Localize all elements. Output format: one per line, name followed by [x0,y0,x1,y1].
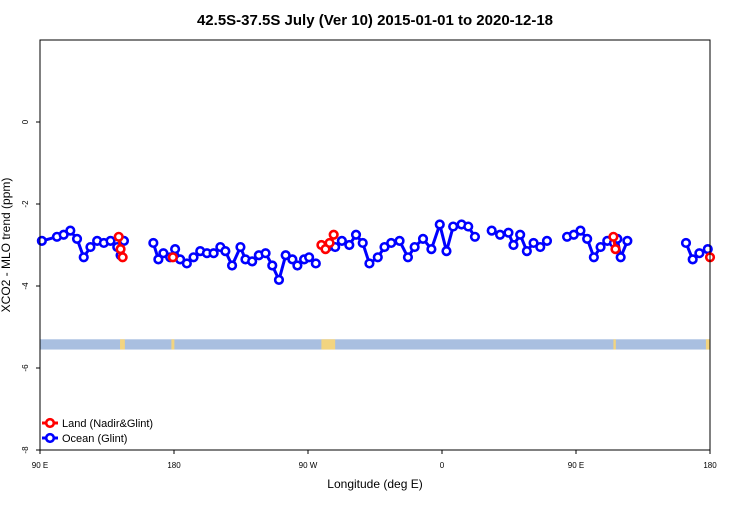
ocean-glint-data-point [575,225,586,236]
x-tick-label: 90 W [299,461,318,470]
ocean-glint-data-point [153,254,164,265]
land-nadir-glint-data-point [610,244,621,255]
x-tick-label: 90 E [32,461,48,470]
land-nadir-glint-data-point [115,244,126,255]
plot-frame [39,39,711,451]
legend-marker-ocean-glint [44,432,56,444]
y-tick-label: 0 [21,119,30,124]
x-axis-label: Longitude (deg E) [327,477,422,491]
land-nadir-glint-data-point [117,252,128,263]
ocean-glint-data-point [188,252,199,263]
ocean-glint-data-point [508,239,519,251]
ocean-glint-data-point [208,248,219,259]
ocean-glint-data-point [65,225,76,236]
ocean-glint-data-point [521,246,532,257]
land-mask-patch [705,339,710,350]
ocean-glint-data-point [448,221,459,232]
legend-label-ocean-glint: Ocean (Glint) [62,433,127,445]
ocean-glint-data-point [409,241,420,253]
ocean-glint-data-point [304,252,315,263]
ocean-glint-data-point [36,235,47,246]
land-nadir-glint-data-point [324,237,335,249]
ocean-glint-data-point [494,229,506,240]
ocean-glint-data-point [463,221,474,232]
legend-label-land-nadir-glint: Land (Nadir&Glint) [62,418,153,430]
ocean-glint-data-point [394,235,405,246]
ocean-glint-data-point [78,252,89,263]
ocean-glint-data-point [441,246,452,257]
ocean-glint-data-point [357,237,368,249]
ocean-glint-data-point [235,241,246,253]
ocean-glint-data-point [181,258,192,269]
ocean-glint-data-point [71,233,83,244]
ocean-glint-data-point [336,235,347,246]
ocean-glint-data-point [85,241,96,253]
land-nadir-glint-data-point [113,231,124,242]
ocean-glint-data-point [273,274,285,285]
land-mask-patch [321,339,336,350]
y-tick-label: -4 [21,282,30,290]
ocean-glint-data-point [247,256,258,267]
y-tick-label: -6 [21,364,30,372]
ocean-glint-data-point [267,260,278,271]
ocean-glint-data-point [260,248,271,259]
y-axis-label: XCO2 - MLO trend (ppm) [0,178,13,313]
ocean-glint-data-point [503,227,514,238]
ocean-glint-data-point [694,248,705,259]
ocean-glint-data-point [680,237,692,249]
ocean-glint-data-point [588,252,599,263]
ocean-glint-data-point [615,252,626,263]
ocean-glint-data-point [582,233,593,244]
ocean-glint-data-point [515,229,526,240]
ocean-mask-strip [40,339,710,350]
x-tick-label: 90 E [568,461,584,470]
ocean-glint-data-point [292,260,303,271]
land-nadir-glint-data-point [167,252,178,263]
ocean-glint-data-point [486,225,497,236]
x-tick-label: 180 [703,461,717,470]
ocean-glint-data-point [105,235,116,246]
ocean-glint-data-point [344,239,355,251]
y-tick-label: -2 [21,200,30,208]
ocean-glint-data-point [350,229,362,240]
x-tick-label: 0 [440,461,445,470]
ocean-glint-data-point [220,246,231,257]
ocean-glint-data-point [402,252,414,263]
ocean-glint-data-point [364,258,375,269]
plot-area [36,219,716,350]
legend: Land (Nadir&Glint) Ocean (Glint) [42,417,153,445]
land-mask-patch [613,339,616,350]
ocean-glint-data-point [226,260,238,271]
y-tick-label: -8 [21,446,30,454]
ocean-glint-data-point [417,233,429,244]
y-axis: 0 -2 -4 -6 -8 [21,119,40,454]
x-axis: 90 E 180 90 W 0 90 E 180 [32,450,717,470]
chart-title: 42.5S-37.5S July (Ver 10) 2015-01-01 to … [197,12,553,29]
legend-marker-land-nadir-glint [44,417,56,429]
land-mask-patch [120,339,125,350]
ocean-glint-data-point [535,241,546,253]
x-tick-label: 180 [167,461,181,470]
ocean-glint-data-point [148,237,159,249]
ocean-glint-data-point [595,241,606,253]
ocean-glint-data-point [469,231,481,242]
land-nadir-glint-data-point [328,229,339,240]
land-nadir-glint-data-point [608,231,619,242]
ocean-glint-data-point [434,219,445,230]
ocean-glint-data-point [310,258,321,269]
ocean-glint-data-point [687,254,698,265]
ocean-glint-data-point [541,235,553,246]
ocean-glint-data-point [372,252,383,263]
ocean-glint-data-point [287,254,298,265]
ocean-glint-data-point [386,237,397,249]
ocean-glint-data-point [170,244,181,255]
land-mask-patch [171,339,175,350]
ocean-glint-data-point [426,244,437,255]
ocean-glint-data-point [622,235,633,246]
